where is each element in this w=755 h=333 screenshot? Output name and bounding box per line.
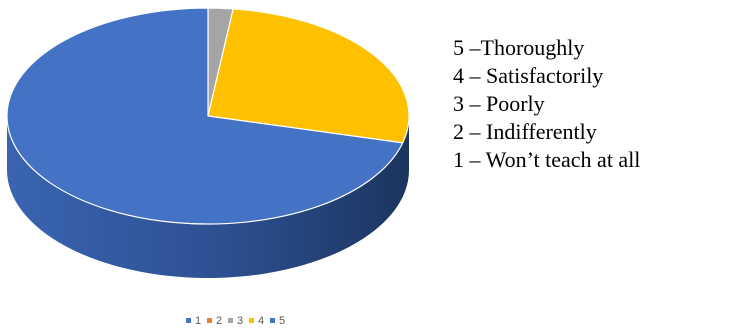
legend-swatch-2 <box>207 318 212 323</box>
legend-label-4: 4 <box>258 315 264 327</box>
legend-swatch-3 <box>228 318 233 323</box>
legend-label-2: 2 <box>216 315 222 327</box>
rating-key-3: 3 – Poorly <box>453 91 545 116</box>
chart-legend: 1 2 3 4 5 <box>186 315 285 327</box>
rating-key-5: 5 –Thoroughly <box>453 35 585 60</box>
legend-swatch-1 <box>186 318 191 323</box>
pie-slice-4 <box>207 8 410 144</box>
rating-key-4: 4 – Satisfactorily <box>453 63 604 88</box>
legend-swatch-5 <box>270 318 275 323</box>
legend-swatch-4 <box>249 318 254 323</box>
legend-label-3: 3 <box>237 315 243 327</box>
rating-scale-key: 5 –Thoroughly 4 – Satisfactorily 3 – Poo… <box>453 34 640 174</box>
rating-key-2: 2 – Indifferently <box>453 119 597 144</box>
pie-slices <box>6 7 410 225</box>
pie-side-walls <box>7 116 409 278</box>
pie-slice-5 <box>6 7 404 225</box>
pie-side-wall <box>7 116 409 278</box>
legend-label-5: 5 <box>279 315 285 327</box>
legend-label-1: 1 <box>195 315 201 327</box>
rating-key-1: 1 – Won’t teach at all <box>453 147 641 172</box>
